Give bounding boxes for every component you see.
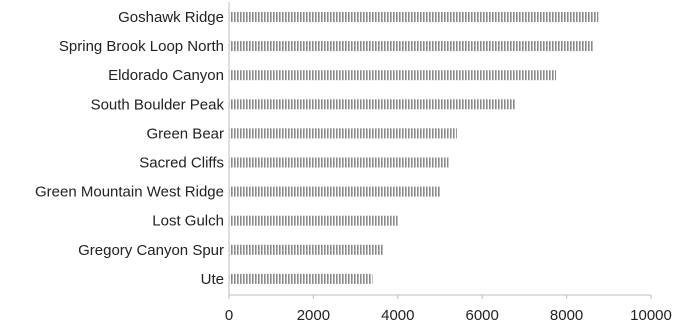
category-label: Gregory Canyon Spur (78, 242, 224, 259)
x-axis-ticks: 0 2000 4000 6000 8000 10000 (225, 295, 672, 324)
bar (229, 186, 440, 197)
category-label: South Boulder Peak (91, 96, 225, 113)
category-label: Eldorado Canyon (108, 67, 224, 84)
category-label: Goshawk Ridge (118, 9, 224, 26)
x-tick-label: 4000 (381, 307, 414, 324)
bars-layer (229, 12, 599, 284)
category-label: Green Bear (146, 125, 224, 142)
category-label: Sacred Cliffs (139, 155, 224, 172)
bar (229, 70, 557, 81)
x-tick-label: 0 (225, 307, 233, 324)
bar (229, 244, 384, 255)
category-label: Green Mountain West Ridge (35, 184, 224, 201)
bar (229, 41, 595, 52)
bar (229, 12, 599, 22)
category-label: Spring Brook Loop North (59, 38, 224, 55)
bar (229, 215, 398, 226)
bar (229, 99, 516, 110)
bar (229, 273, 373, 284)
x-tick-label: 8000 (550, 307, 583, 324)
category-labels: Goshawk Ridge Spring Brook Loop North Eldo… (35, 9, 224, 288)
x-tick-label: 6000 (466, 307, 499, 324)
category-label: Lost Gulch (152, 213, 224, 230)
bar (229, 128, 457, 139)
category-label: Ute (201, 271, 224, 288)
bar (229, 157, 449, 168)
x-tick-label: 2000 (297, 307, 330, 324)
x-tick-label: 10000 (630, 307, 672, 324)
